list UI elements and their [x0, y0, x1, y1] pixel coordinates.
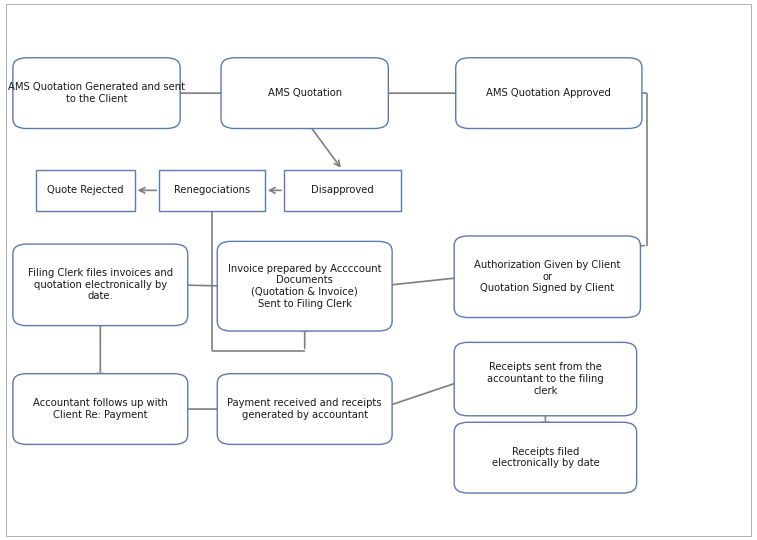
- Text: AMS Quotation Approved: AMS Quotation Approved: [487, 88, 611, 98]
- FancyBboxPatch shape: [13, 58, 180, 129]
- FancyBboxPatch shape: [456, 58, 642, 129]
- Text: Authorization Given by Client
or
Quotation Signed by Client: Authorization Given by Client or Quotati…: [474, 260, 621, 293]
- Text: AMS Quotation Generated and sent
to the Client: AMS Quotation Generated and sent to the …: [8, 82, 185, 104]
- Text: Payment received and receipts
generated by accountant: Payment received and receipts generated …: [227, 399, 382, 420]
- FancyBboxPatch shape: [454, 236, 640, 318]
- FancyBboxPatch shape: [221, 58, 388, 129]
- FancyBboxPatch shape: [36, 170, 135, 211]
- Text: Quote Rejected: Quote Rejected: [47, 185, 124, 195]
- FancyBboxPatch shape: [284, 170, 401, 211]
- FancyBboxPatch shape: [13, 244, 188, 326]
- FancyBboxPatch shape: [454, 422, 637, 493]
- Text: Receipts filed
electronically by date: Receipts filed electronically by date: [491, 447, 600, 468]
- FancyBboxPatch shape: [217, 241, 392, 331]
- Text: Invoice prepared by Accccount
Documents
(Quotation & Invoice)
Sent to Filing Cle: Invoice prepared by Accccount Documents …: [228, 264, 382, 308]
- Text: Accountant follows up with
Client Re: Payment: Accountant follows up with Client Re: Pa…: [33, 399, 168, 420]
- FancyBboxPatch shape: [454, 342, 637, 416]
- Text: Filing Clerk files invoices and
quotation electronically by
date.: Filing Clerk files invoices and quotatio…: [28, 268, 173, 301]
- FancyBboxPatch shape: [13, 374, 188, 444]
- FancyBboxPatch shape: [159, 170, 265, 211]
- Text: AMS Quotation: AMS Quotation: [268, 88, 341, 98]
- Text: Renegociations: Renegociations: [174, 185, 250, 195]
- FancyBboxPatch shape: [217, 374, 392, 444]
- Text: Receipts sent from the
accountant to the filing
clerk: Receipts sent from the accountant to the…: [487, 362, 604, 396]
- Text: Disapproved: Disapproved: [311, 185, 374, 195]
